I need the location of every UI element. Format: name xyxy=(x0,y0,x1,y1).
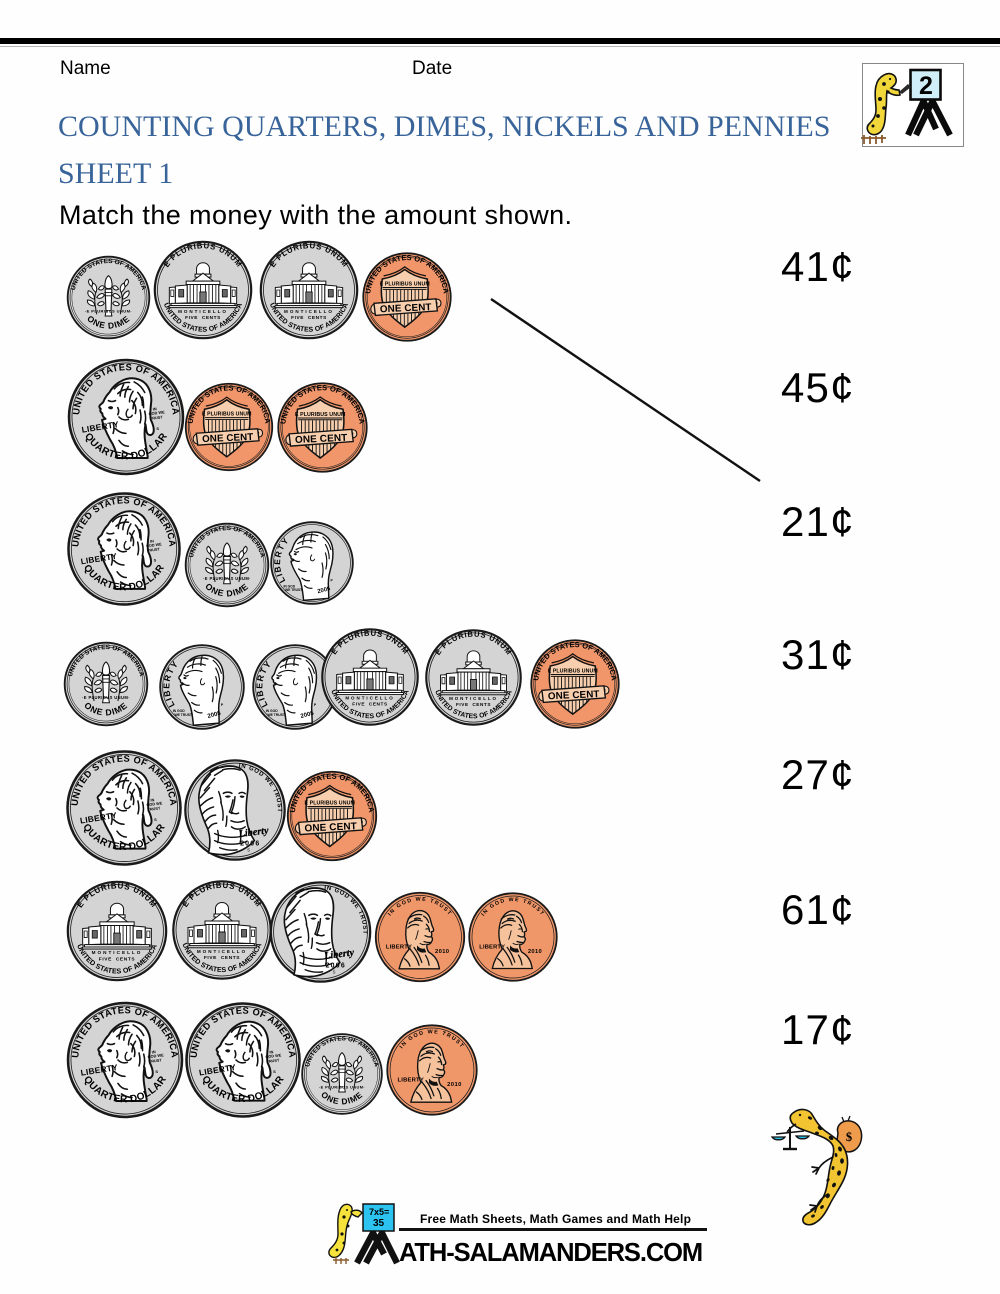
svg-text:ATH-SALAMANDERS.COM: ATH-SALAMANDERS.COM xyxy=(399,1239,702,1267)
svg-text:35: 35 xyxy=(373,1218,385,1229)
svg-text:7x5=: 7x5= xyxy=(369,1207,389,1217)
svg-text:Free Math Sheets, Math Games a: Free Math Sheets, Math Games and Math He… xyxy=(420,1212,691,1226)
svg-text:$: $ xyxy=(846,1130,852,1144)
svg-text:2: 2 xyxy=(919,72,933,100)
